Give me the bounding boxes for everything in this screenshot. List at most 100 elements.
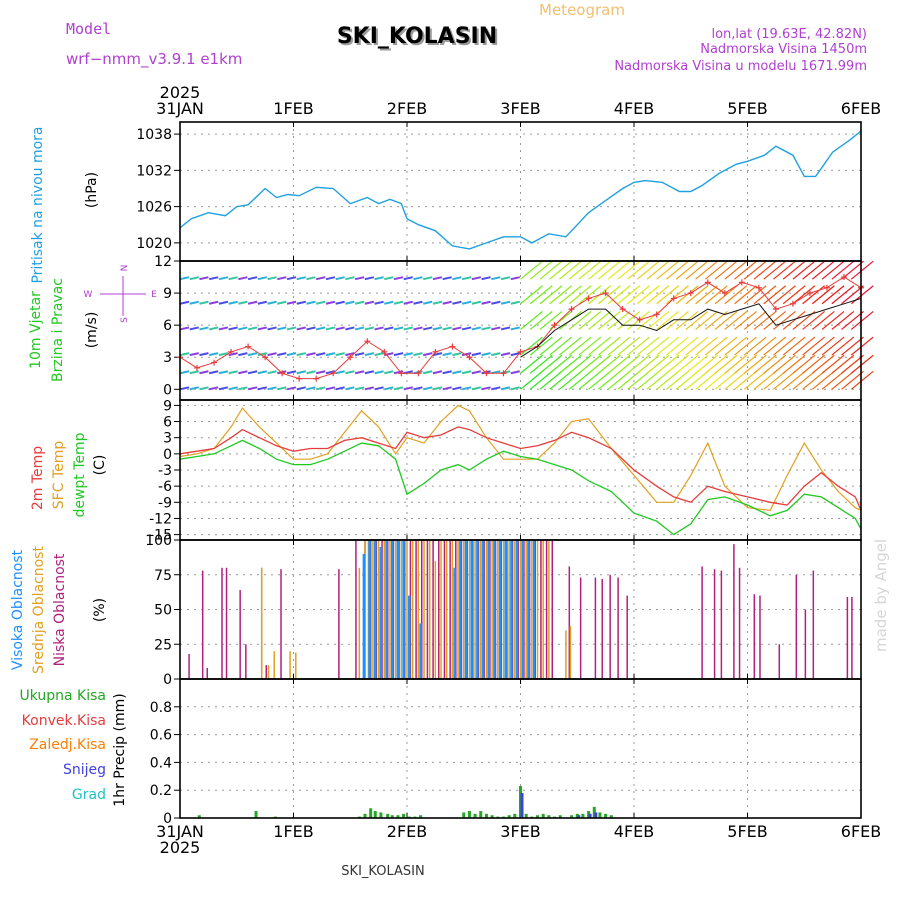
wind-barb [841,260,864,280]
ytick-label: 100 [145,533,172,549]
wind-barb [510,370,520,375]
wind-barb [199,352,209,357]
total-precip-bar [363,813,367,818]
wind-barb [539,310,563,330]
wind-barb [714,260,738,280]
ytick-label: -9 [158,495,172,511]
wind-barb [578,370,602,390]
total-precip-bar [513,813,517,818]
wind-barb [228,326,238,331]
bottom-tick-label: 31JAN [156,822,204,841]
top-tick-label: 2FEB [387,99,427,118]
wind-speed-marker [636,316,643,323]
total-precip-bar [473,813,477,818]
wind-barb [364,326,375,331]
ytick-label: 9 [163,398,172,414]
wind-speed-marker [398,370,405,377]
wind-barb [724,285,748,305]
pressure-labels: Pritisak na nivou mora (hPa) [30,126,100,283]
wind-barb [286,370,297,375]
total-precip-bar [197,815,201,818]
legend-snow: Snijeg [63,762,106,778]
wind-barb [811,336,835,356]
wind-barb [354,276,365,281]
wind-barb [247,386,258,391]
wind-barb [267,276,277,281]
wind-barb [296,276,306,281]
wind-barb [452,276,462,281]
wind-barb [296,326,306,331]
wind-speed-marker [330,370,337,377]
wind-barb [685,260,709,280]
wind-barb [374,326,384,331]
wind-barb [247,352,258,357]
wind-barb [432,352,443,357]
wind-barb [393,326,404,331]
wind-barb [491,386,501,391]
wind-barb [559,354,582,374]
credit-text: made by Angel [872,539,890,652]
wind-barb [549,285,573,305]
wind-barb [384,386,394,391]
wind-barb [384,352,394,357]
ytick-label: 1020 [136,236,172,252]
wind-barb [267,386,277,391]
wind-barb [189,386,199,391]
ytick-label: -12 [149,511,172,527]
wind-speed-marker [738,279,745,286]
wind-barb [306,352,316,357]
ytick-label: 25 [154,637,172,653]
wind-barb [286,300,297,305]
wind-barb [218,300,229,305]
wind-barb [773,354,796,374]
wind-barb [286,352,297,357]
wind-barb [753,310,777,330]
total-precip-bar [369,808,373,818]
wind-barb [364,386,375,391]
wind-barb [568,336,592,356]
meteogram-label: Meteogram [539,1,625,19]
wind-barb [179,352,190,357]
wind-barb [335,276,345,281]
wind-barb [529,285,553,305]
wind-barb [238,352,248,357]
ytick-label: 50 [154,603,172,619]
total-precip-bar [558,815,562,818]
snow-bar [577,815,581,818]
wind-barb [471,386,482,391]
wind-speed-marker [687,290,694,297]
wind-barb [374,352,384,357]
wind-barb [597,260,621,280]
wind-barb [627,285,650,305]
total-precip-bar [386,813,390,818]
ytick-label: 3 [163,350,172,366]
bottom-year-label: 2025 [160,838,201,857]
wind-barb [471,276,482,281]
wind-barb [578,354,602,374]
wind-barb [627,336,650,356]
panel-wind: 0 3 6 9 12 [154,254,874,400]
wind-barb [821,285,845,305]
wind-barb [481,386,491,391]
wind-barb [568,370,592,390]
wind-speed-marker [262,354,269,361]
wind-barb [238,326,248,331]
wind-barb [257,276,268,281]
wind-barb [724,336,748,356]
wind-barb [743,260,767,280]
wind-barb [277,352,287,357]
compass-w: W [84,290,93,300]
wind-barb [374,370,384,375]
mid-cloud-label: Srednja Oblacnost [31,546,47,674]
wind-speed-marker [381,348,388,355]
ytick-label: 12 [154,254,172,270]
panels: 10201026103210380369129630-3-6-9-12-1502… [136,121,874,827]
wind-barb [413,326,423,331]
wind-barb [792,370,816,390]
top-time-axis: 31JAN 1FEB 2FEB 3FEB 4FEB 5FEB 6FEB [156,99,881,118]
wind-barb [364,370,375,375]
wind-barb [452,326,462,331]
wind-barb [306,276,316,281]
ytick-label: 0.2 [150,783,172,799]
